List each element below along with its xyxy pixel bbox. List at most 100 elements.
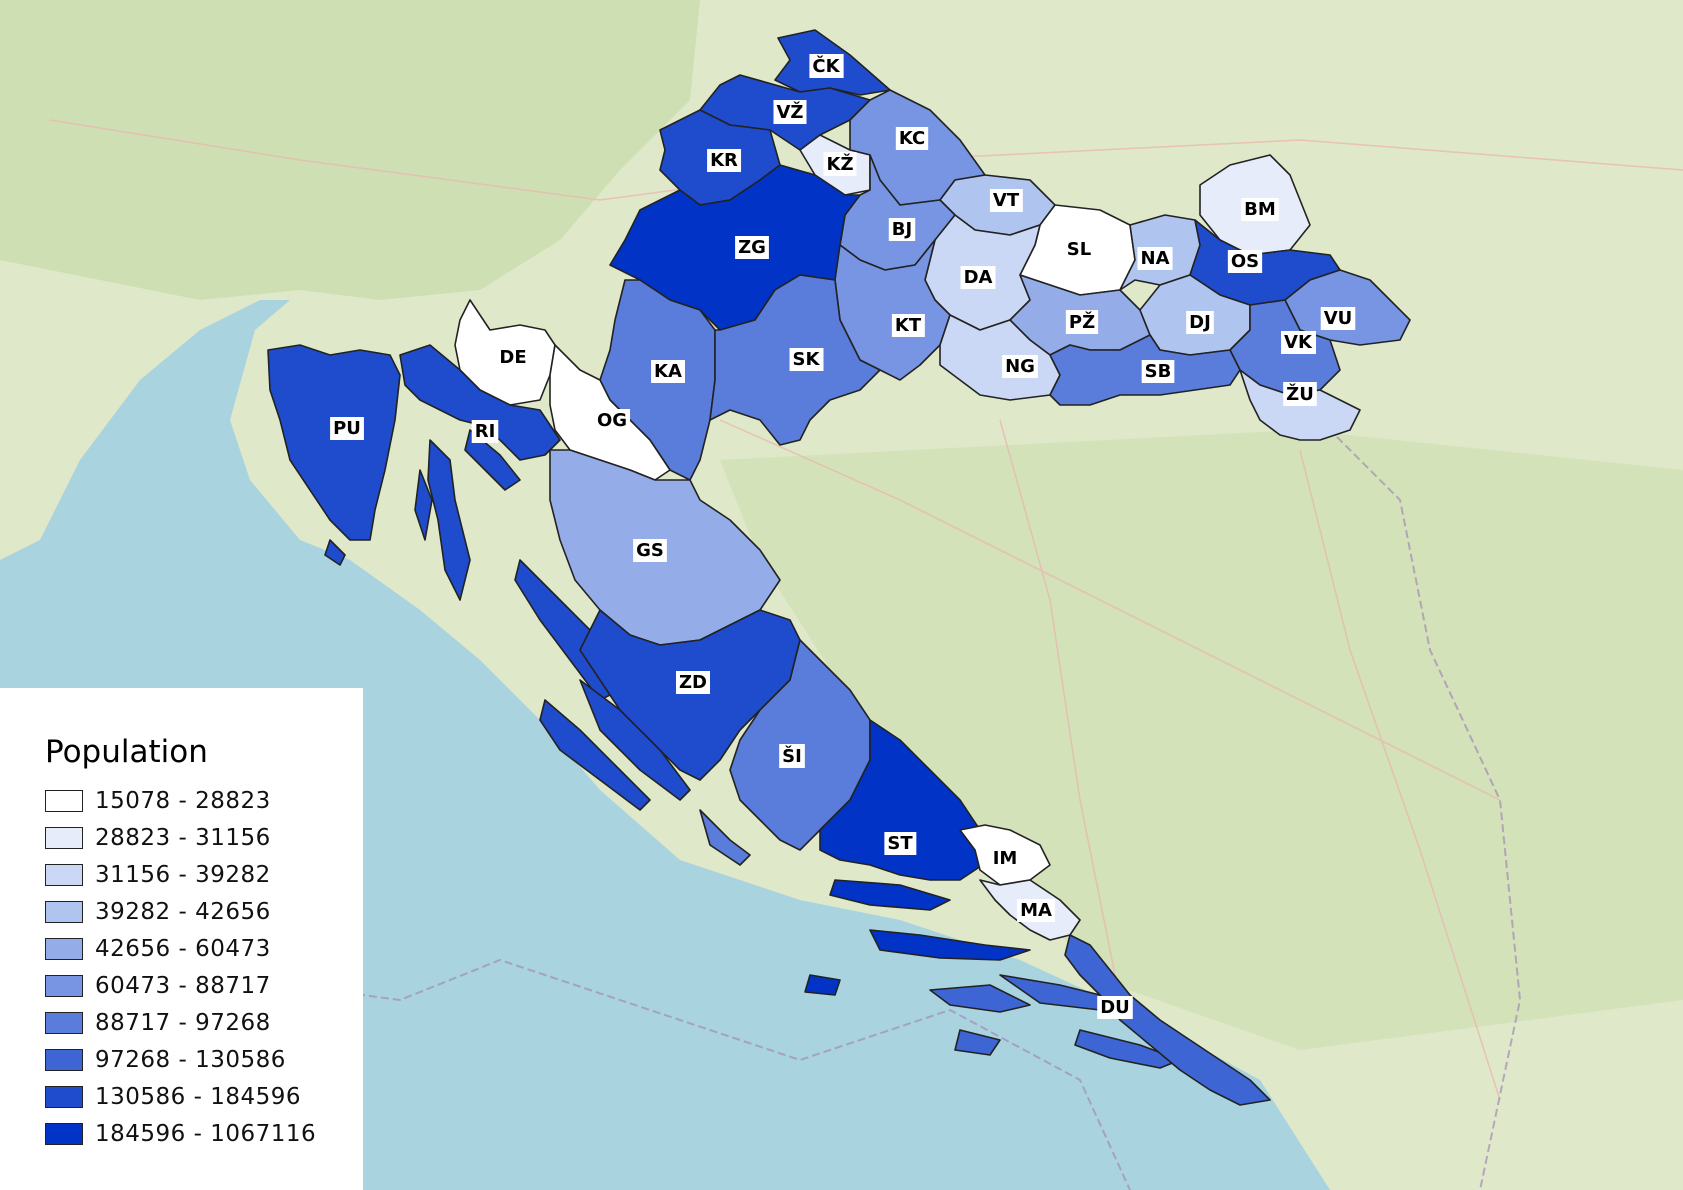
legend-range-label: 88717 - 97268 — [95, 1010, 271, 1036]
legend-range-label: 184596 - 1067116 — [95, 1121, 317, 1147]
legend-item: 39282 - 42656 — [45, 899, 271, 925]
county-label-background — [496, 346, 530, 369]
county-label: SB — [1145, 361, 1172, 382]
county-label: ČK — [812, 55, 840, 77]
county-label-background — [1281, 331, 1316, 354]
county-label: OG — [597, 410, 627, 431]
county-polygon — [267, 344, 401, 541]
county-label-background — [1065, 310, 1099, 334]
legend-swatch — [45, 901, 83, 923]
legend-swatch — [45, 1012, 83, 1034]
county-label: NG — [1005, 356, 1035, 377]
island-polygon — [414, 469, 433, 541]
legend-item: 130586 - 184596 — [45, 1084, 301, 1110]
island-polygon — [464, 429, 521, 491]
legend-item: 42656 - 60473 — [45, 936, 271, 962]
county-label: ZD — [679, 672, 707, 693]
island-polygon — [1074, 1029, 1181, 1069]
county-label: ZG — [738, 237, 766, 258]
county-label-background — [1097, 996, 1133, 1019]
island-polygon — [954, 1029, 1001, 1056]
island-polygon — [804, 974, 841, 996]
county-label-background — [1186, 311, 1214, 334]
county-label: DJ — [1189, 312, 1211, 333]
legend-swatch — [45, 827, 83, 849]
county-label-background — [888, 218, 916, 241]
legend-swatch — [45, 1086, 83, 1108]
legend-swatch — [45, 790, 83, 812]
county-label-background — [676, 671, 710, 694]
county-label: KC — [899, 128, 925, 149]
county-label-background — [1017, 899, 1055, 922]
map-legend: Population 15078 - 28823 28823 - 31156 311… — [0, 688, 363, 1190]
county-label: PŽ — [1069, 311, 1095, 333]
county-label: KR — [710, 150, 738, 171]
legend-item: 88717 - 97268 — [45, 1010, 271, 1036]
county-label-background — [960, 266, 996, 289]
county-label: SK — [793, 349, 821, 370]
island-polygon — [324, 539, 346, 566]
county-label: DE — [499, 347, 526, 368]
legend-swatch — [45, 864, 83, 886]
county-label-background — [1002, 355, 1038, 378]
county-label-background — [773, 100, 807, 124]
legend-range-label: 42656 - 60473 — [95, 936, 271, 962]
county-label: VŽ — [777, 101, 804, 123]
county-label: KA — [654, 361, 682, 382]
legend-item: 31156 - 39282 — [45, 862, 271, 888]
island-polygon — [869, 929, 1031, 961]
legend-item: 28823 - 31156 — [45, 825, 271, 851]
county-label-background — [809, 54, 844, 78]
legend-swatch — [45, 1123, 83, 1145]
county-polygon — [1064, 934, 1271, 1106]
county-label: MA — [1020, 900, 1052, 921]
county-label-background — [633, 539, 667, 562]
legend-range-label: 15078 - 28823 — [95, 788, 271, 814]
county-label-background — [593, 409, 631, 432]
county-label-background — [789, 348, 824, 371]
county-label-background — [1320, 307, 1356, 330]
legend-item: 15078 - 28823 — [45, 788, 271, 814]
county-label: PU — [333, 418, 361, 439]
county-label-background — [1137, 247, 1173, 270]
legend-item: 97268 - 130586 — [45, 1047, 286, 1073]
legend-range-label: 28823 - 31156 — [95, 825, 271, 851]
county-label-background — [735, 236, 769, 259]
county-label-background — [989, 847, 1021, 870]
county-polygon — [399, 344, 561, 461]
legend-swatch — [45, 975, 83, 997]
island-polygon — [699, 809, 751, 866]
county-label-background — [707, 149, 742, 172]
basemap-forest — [0, 0, 700, 300]
county-label: RI — [475, 421, 496, 442]
county-label-background — [779, 744, 805, 768]
county-label: VK — [1284, 332, 1313, 353]
county-label: IM — [993, 848, 1018, 869]
county-label: BM — [1244, 199, 1276, 220]
county-label: ŠI — [782, 745, 802, 767]
legend-range-label: 31156 - 39282 — [95, 862, 271, 888]
legend-range-label: 60473 - 88717 — [95, 973, 271, 999]
county-label: DU — [1100, 997, 1130, 1018]
county-label-background — [823, 152, 857, 176]
county-label-background — [891, 314, 925, 337]
county-label-background — [471, 420, 499, 443]
county-label: KŽ — [827, 153, 854, 175]
county-label: BJ — [892, 219, 912, 240]
county-label: ŽU — [1286, 383, 1314, 405]
county-label-background — [989, 189, 1023, 212]
legend-range-label: 97268 - 130586 — [95, 1047, 286, 1073]
county-polygon — [819, 719, 991, 881]
county-label: OS — [1231, 251, 1259, 272]
county-label-background — [1063, 238, 1095, 261]
legend-range-label: 130586 - 184596 — [95, 1084, 302, 1110]
county-label-background — [651, 360, 686, 383]
county-label: NA — [1141, 248, 1170, 269]
county-label: VU — [1324, 308, 1353, 329]
legend-item: 184596 - 1067116 — [45, 1121, 316, 1147]
county-label: DA — [964, 267, 993, 288]
island-polygon — [539, 699, 651, 811]
county-label-background — [1241, 198, 1279, 221]
legend-title: Population — [45, 734, 208, 770]
legend-item: 60473 - 88717 — [45, 973, 271, 999]
